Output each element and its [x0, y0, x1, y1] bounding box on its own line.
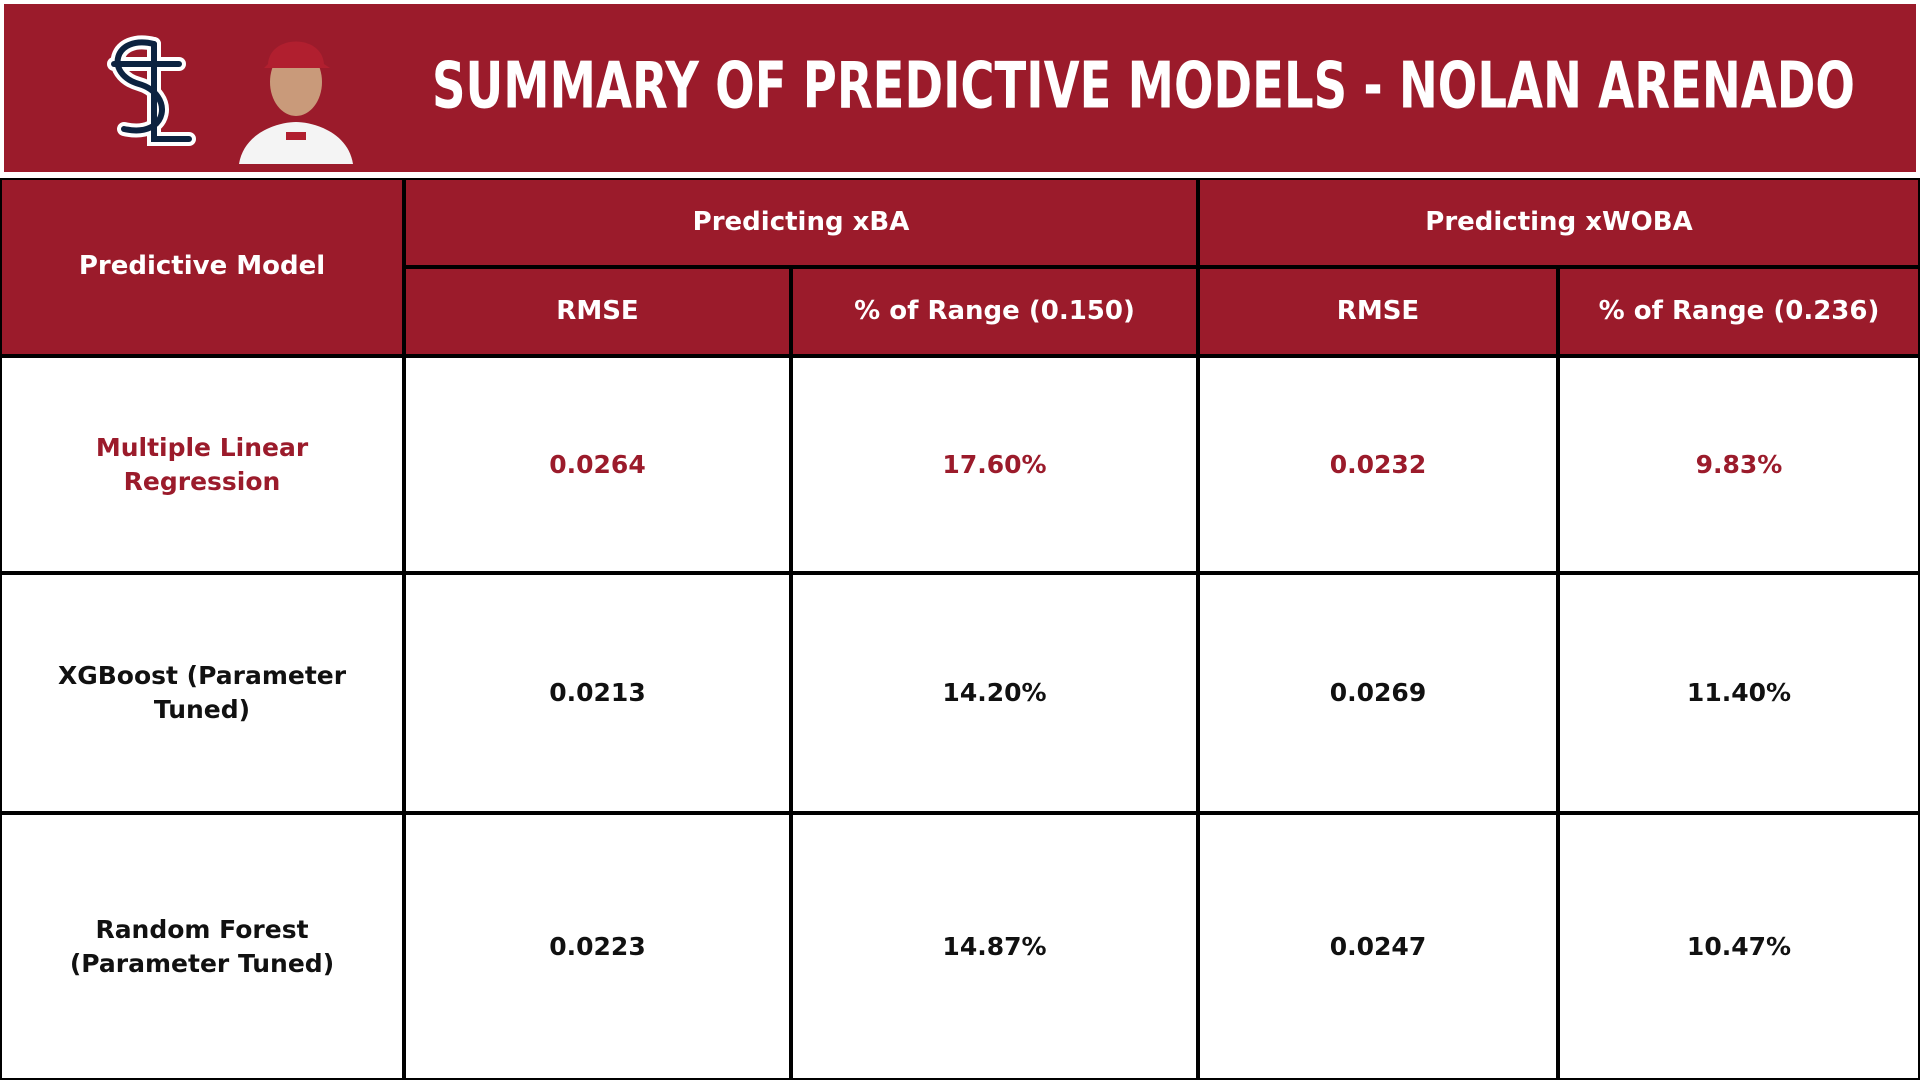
metric-value: 0.0223 — [406, 815, 789, 1078]
model-header: Predictive Model — [2, 180, 402, 354]
model-name: XGBoost (Parameter Tuned) — [2, 575, 402, 811]
metric-value: 17.60% — [793, 358, 1196, 571]
metric-value: 0.0269 — [1200, 575, 1556, 811]
metric-value: 0.0264 — [406, 358, 789, 571]
team-logo-inner — [111, 39, 192, 142]
metric-value: 0.0213 — [406, 575, 789, 811]
metric-value: 9.83% — [1560, 358, 1918, 571]
sub-header: % of Range (0.236) — [1560, 269, 1918, 354]
metric-value: 0.0232 — [1200, 358, 1556, 571]
player-photo — [239, 41, 353, 164]
group-header: Predicting xWOBA — [1200, 180, 1918, 265]
metric-value: 10.47% — [1560, 815, 1918, 1078]
metric-value: 14.20% — [793, 575, 1196, 811]
header-band: SUMMARY OF PREDICTIVE MODELS - NOLAN ARE… — [4, 4, 1916, 172]
model-name: Random Forest (Parameter Tuned) — [2, 815, 402, 1078]
metric-value: 11.40% — [1560, 575, 1918, 811]
sub-header: RMSE — [406, 269, 789, 354]
model-name: Multiple Linear Regression — [2, 358, 402, 571]
metric-value: 14.87% — [793, 815, 1196, 1078]
sub-header: % of Range (0.150) — [793, 269, 1196, 354]
results-table: Predictive Model Predicting xBA RMSE% of R… — [0, 178, 1920, 1080]
metric-value: 0.0247 — [1200, 815, 1556, 1078]
group-header: Predicting xBA — [406, 180, 1196, 265]
sub-header: RMSE — [1200, 269, 1556, 354]
page-title: SUMMARY OF PREDICTIVE MODELS - NOLAN ARE… — [432, 50, 1855, 124]
header-graphics: SUMMARY OF PREDICTIVE MODELS - NOLAN ARE… — [107, 35, 1855, 164]
